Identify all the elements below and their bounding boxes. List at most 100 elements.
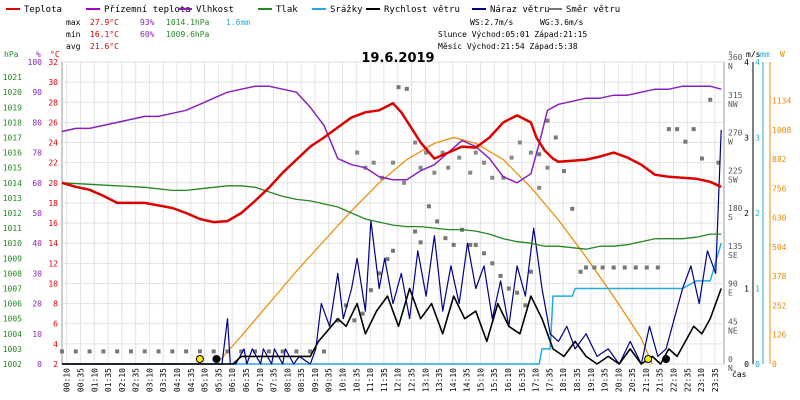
pct-tick-label: 20 bbox=[32, 300, 42, 309]
smer-vetru-point bbox=[644, 265, 649, 270]
x-tick-label: 03:10 bbox=[145, 368, 154, 392]
legend-label: Náraz větru bbox=[490, 5, 550, 15]
x-tick-label: 05:35 bbox=[214, 368, 223, 392]
legend-label: Tlak bbox=[276, 5, 298, 15]
stat-max-temp: 27.9°C bbox=[90, 18, 119, 27]
smer-vetru-point bbox=[377, 271, 382, 276]
x-tick-label: 13:10 bbox=[421, 368, 430, 392]
x-tick-label: 07:35 bbox=[270, 368, 279, 392]
prizemni-teplota-point bbox=[473, 150, 478, 155]
prizemni-teplota-point bbox=[528, 150, 533, 155]
prizemni-teplota-point bbox=[402, 180, 407, 185]
x-tick-label: 03:35 bbox=[159, 368, 168, 392]
x-tick-label: 10:35 bbox=[352, 368, 361, 392]
w-tick-label: 504 bbox=[772, 243, 787, 252]
hpa-tick-label: 1012 bbox=[3, 209, 22, 218]
smer-vetru-point bbox=[87, 349, 92, 354]
smer-vetru-point bbox=[451, 242, 456, 247]
legend-label: Přízemní teplota bbox=[104, 5, 191, 15]
smer-vetru-point bbox=[101, 349, 106, 354]
mm-tick-label: 2 bbox=[755, 209, 760, 218]
hpa-tick-label: 1005 bbox=[3, 315, 22, 324]
stat-ws: WS:2.7m/s bbox=[470, 18, 514, 27]
hpa-axis-label: hPa bbox=[4, 50, 19, 59]
stat-min-hum: 60% bbox=[140, 30, 155, 39]
smer-vetru-point bbox=[691, 127, 696, 132]
x-tick-label: 00:35 bbox=[76, 368, 85, 392]
w-tick-label: 0 bbox=[772, 360, 777, 369]
x-tick-label: 15:10 bbox=[476, 368, 485, 392]
dir-tick-label: N bbox=[728, 62, 733, 71]
legend-label: Teplota bbox=[24, 5, 62, 15]
dir-tick-label: S bbox=[728, 213, 733, 222]
x-tick-label: 18:35 bbox=[573, 368, 582, 392]
smer-vetru-point bbox=[545, 118, 550, 123]
smer-vetru-point bbox=[578, 269, 583, 274]
temp-axis-label: °C bbox=[50, 50, 60, 59]
pct-tick-label: 50 bbox=[32, 209, 42, 218]
temp-tick-label: 12 bbox=[48, 259, 58, 268]
hpa-tick-label: 1018 bbox=[3, 118, 22, 127]
x-tick-label: 21:10 bbox=[642, 368, 651, 392]
slunecni-zareni-line bbox=[216, 136, 653, 365]
temp-tick-label: 16 bbox=[48, 219, 58, 228]
ms-tick-label: 4 bbox=[744, 58, 749, 67]
dir-tick-label: E bbox=[728, 289, 733, 298]
dir-tick-label: NE bbox=[728, 326, 738, 335]
smer-vetru-point bbox=[128, 349, 133, 354]
dir-tick-label: 225 bbox=[728, 166, 743, 175]
pct-tick-label: 80 bbox=[32, 118, 42, 127]
x-tick-label: 11:10 bbox=[366, 368, 375, 392]
smer-vetru-point bbox=[426, 204, 431, 209]
smer-vetru-point bbox=[197, 349, 202, 354]
smer-vetru-point bbox=[60, 349, 64, 354]
hpa-tick-label: 1002 bbox=[3, 360, 22, 369]
stat-min-press: 1009.6hPa bbox=[166, 30, 210, 39]
x-tick-label: 19:10 bbox=[587, 368, 596, 392]
x-tick-label: 19:35 bbox=[601, 368, 610, 392]
dir-tick-label: SW bbox=[728, 175, 738, 184]
smer-vetru-point bbox=[515, 290, 520, 295]
hpa-tick-label: 1016 bbox=[3, 149, 22, 158]
w-tick-label: 630 bbox=[772, 214, 787, 223]
x-tick-label: 01:35 bbox=[104, 368, 113, 392]
dir-tick-label: 360 bbox=[728, 53, 743, 62]
smer-vetru-point bbox=[211, 349, 216, 354]
hpa-tick-label: 1008 bbox=[3, 269, 22, 278]
smer-vetru-point bbox=[280, 349, 285, 354]
dir-tick-label: 180 bbox=[728, 204, 743, 213]
smer-vetru-point bbox=[418, 240, 423, 245]
hpa-tick-label: 1007 bbox=[3, 285, 22, 294]
x-tick-label: 17:10 bbox=[532, 368, 541, 392]
smer-vetru-point bbox=[404, 86, 409, 91]
hpa-tick-label: 1009 bbox=[3, 254, 22, 263]
prizemni-teplota-point bbox=[545, 165, 550, 170]
dir-tick-label: 0 bbox=[728, 355, 733, 364]
dir-tick-label: 315 bbox=[728, 91, 743, 100]
smer-vetru-point bbox=[360, 311, 365, 316]
smer-vetru-point bbox=[666, 127, 671, 132]
teplota-line bbox=[61, 102, 722, 224]
legend-label: Směr větru bbox=[566, 5, 620, 15]
temp-tick-label: 24 bbox=[48, 139, 58, 148]
ms-tick-label: 2 bbox=[744, 209, 749, 218]
sunset-marker bbox=[644, 355, 653, 363]
moonset-marker bbox=[212, 355, 221, 363]
x-tick-label: 20:35 bbox=[628, 368, 637, 392]
smer-vetru-point bbox=[73, 349, 78, 354]
rychlost-vetru-line bbox=[62, 287, 722, 365]
ms-tick-label: 3 bbox=[744, 134, 749, 143]
prizemni-teplota-point bbox=[457, 155, 462, 160]
x-tick-label: 06:10 bbox=[228, 368, 237, 392]
naraz-vetru-line bbox=[62, 129, 722, 365]
smer-vetru-point bbox=[396, 85, 401, 90]
w-tick-label: 882 bbox=[772, 155, 787, 164]
pct-tick-label: 90 bbox=[32, 88, 42, 97]
w-tick-label: 126 bbox=[772, 331, 787, 340]
pct-tick-label: 40 bbox=[32, 239, 42, 248]
smer-vetru-point bbox=[611, 265, 616, 270]
smer-vetru-point bbox=[391, 248, 395, 253]
smer-vetru-point bbox=[352, 318, 357, 323]
dir-axis-label: ° bbox=[728, 50, 733, 59]
